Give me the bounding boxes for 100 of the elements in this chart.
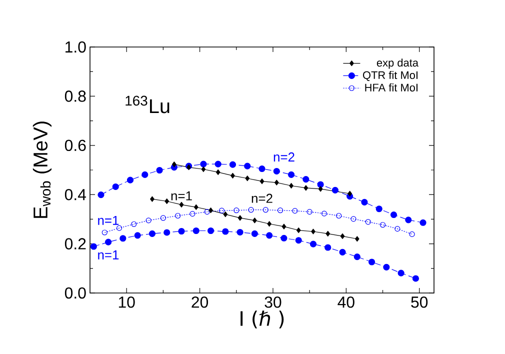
point	[273, 168, 280, 175]
point	[354, 254, 360, 260]
annotation: n=1	[98, 250, 119, 260]
point	[148, 230, 156, 237]
point	[116, 225, 122, 231]
point	[306, 209, 312, 215]
point	[248, 207, 254, 213]
point	[292, 208, 298, 214]
point	[105, 238, 112, 246]
annotation: n=2	[274, 152, 294, 162]
y-axis-title: E$_{wob}$ (MeV)	[32, 122, 52, 218]
point	[288, 171, 295, 178]
point	[262, 207, 268, 213]
point	[339, 248, 346, 256]
point	[192, 227, 200, 234]
point	[172, 162, 176, 168]
point	[280, 234, 288, 242]
point	[336, 212, 342, 219]
point	[150, 196, 154, 202]
point	[179, 202, 184, 208]
point	[102, 230, 108, 236]
point	[412, 275, 419, 282]
point	[354, 236, 360, 242]
point	[398, 270, 404, 276]
point	[390, 211, 398, 218]
point	[326, 230, 330, 237]
point	[317, 181, 324, 188]
x-tick-label: 50	[411, 296, 428, 308]
point	[164, 198, 170, 204]
point	[234, 208, 240, 214]
point	[175, 212, 181, 219]
point	[146, 218, 152, 224]
point	[190, 210, 196, 217]
point	[223, 211, 228, 218]
point	[274, 180, 279, 186]
point	[310, 240, 317, 248]
point	[90, 243, 97, 250]
y-tick-label: 1.0	[66, 41, 86, 53]
point	[200, 160, 207, 168]
point	[98, 192, 104, 198]
point	[376, 206, 382, 212]
point	[252, 218, 257, 224]
point	[348, 190, 352, 196]
point	[214, 160, 222, 168]
point	[156, 166, 163, 174]
x-tick-label: 10	[118, 296, 135, 308]
point	[405, 216, 412, 224]
point	[126, 176, 134, 184]
point	[318, 186, 323, 192]
point	[112, 183, 119, 190]
point	[230, 172, 235, 178]
point	[409, 231, 415, 237]
annotation: n=2	[252, 194, 272, 203]
point	[324, 244, 332, 251]
point	[120, 235, 126, 242]
point	[201, 166, 206, 172]
annotation: $^{163}$Lu	[126, 96, 170, 114]
annotation: n=1	[98, 216, 119, 225]
point	[267, 221, 272, 227]
x-tick-label: 20	[192, 296, 208, 308]
legend-label: exp data	[376, 58, 418, 69]
point	[311, 228, 316, 234]
y-tick-label: 0.4	[64, 188, 86, 200]
point	[380, 222, 386, 228]
point	[178, 228, 185, 235]
y-tick-label: 0.8	[64, 90, 86, 102]
point	[134, 232, 141, 239]
x-axis-title: I (ℏ )	[240, 310, 284, 328]
point	[238, 215, 242, 221]
point	[296, 227, 301, 234]
point	[321, 210, 328, 216]
point	[208, 208, 213, 214]
point	[258, 165, 266, 172]
point	[131, 221, 137, 227]
point	[236, 228, 244, 236]
point	[245, 176, 250, 182]
point	[394, 226, 400, 232]
point	[229, 161, 236, 168]
point	[218, 208, 225, 214]
point	[340, 233, 345, 239]
point	[278, 208, 284, 214]
x-tick-label: 40	[338, 296, 354, 308]
point	[251, 230, 258, 237]
point	[365, 219, 371, 225]
point	[282, 224, 286, 230]
y-tick-label: 0.6	[64, 140, 86, 152]
point	[244, 162, 251, 170]
point	[368, 258, 376, 266]
y-tick-label: 0.0	[64, 287, 86, 299]
point	[266, 232, 273, 239]
x-tick-label: 30	[264, 296, 282, 308]
point	[302, 176, 310, 183]
point	[142, 171, 148, 178]
point	[420, 219, 426, 226]
point	[204, 209, 210, 215]
point	[361, 198, 368, 206]
point	[304, 185, 308, 191]
point	[160, 215, 166, 221]
y-tick-label: 0.2	[64, 238, 86, 250]
point	[260, 178, 264, 184]
